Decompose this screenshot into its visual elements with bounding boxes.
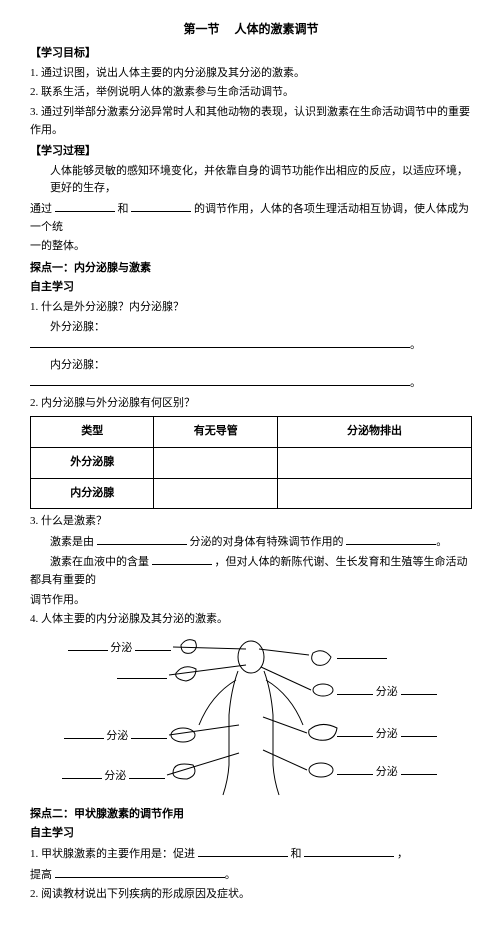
blank-dl1[interactable] xyxy=(68,639,108,651)
q3c-text: 激素在血液中的含量 xyxy=(30,556,149,568)
secrete-text: 分泌 xyxy=(376,728,398,740)
secrete-text: 分泌 xyxy=(106,730,128,742)
t2-q2: 2. 阅读教材说出下列疾病的形成原因及症状。 xyxy=(30,886,472,904)
process-p1e: 一的整体。 xyxy=(30,238,472,256)
process-p1-fill: 通过 和 的调节作用，人体的各项生理活动相互协调，使人体成为一个统 xyxy=(30,200,472,236)
blank-2[interactable] xyxy=(131,200,191,212)
doc-title: 第一节 人体的激素调节 xyxy=(30,20,472,39)
question-1: 1. 什么是外分泌腺？内分泌腺？ xyxy=(30,299,472,317)
t2-q1a-text: 1. 甲状腺激素的主要作用是：促进 xyxy=(30,848,195,860)
blank-t2a[interactable] xyxy=(198,845,288,857)
blank-dr2b[interactable] xyxy=(401,683,437,695)
table-r2c3[interactable] xyxy=(277,478,471,509)
topic-2-head: 探点二：甲状腺激素的调节作用 xyxy=(30,806,472,824)
blank-dr3[interactable] xyxy=(337,725,373,737)
table-h2: 有无导管 xyxy=(154,417,277,448)
table-r1c3[interactable] xyxy=(277,448,471,479)
secrete-text: 分泌 xyxy=(110,642,132,654)
q3b-text: 分泌的对身体有特殊调节作用的 xyxy=(190,536,344,548)
blank-q3c[interactable] xyxy=(152,553,212,565)
q1b-row: 内分泌腺： 。 xyxy=(30,357,472,393)
question-2: 2. 内分泌腺与外分泌腺有何区别？ xyxy=(30,395,472,413)
table-r1c2[interactable] xyxy=(154,448,277,479)
blank-dr1[interactable] xyxy=(337,647,387,659)
objective-3: 3. 通过列举部分激素分泌异常时人和其他动物的表现，认识到激素在生命活动调节中的… xyxy=(30,104,472,139)
q1a-label: 外分泌腺： xyxy=(30,321,105,333)
diagram-label-row: 分泌 xyxy=(337,725,437,744)
t2-q1-row2: 提高 。 xyxy=(30,866,472,885)
blank-t2b[interactable] xyxy=(304,845,394,857)
blank-dr4b[interactable] xyxy=(401,763,437,775)
question-3: 3. 什么是激素？ xyxy=(30,513,472,531)
title-left: 第一节 xyxy=(183,22,219,36)
blank-dl4b[interactable] xyxy=(129,767,165,779)
t2-q1d-text: 提高 xyxy=(30,869,52,881)
q3a-text: 激素是由 xyxy=(30,536,94,548)
diagram-label-row xyxy=(337,647,387,666)
blank-dr3b[interactable] xyxy=(401,725,437,737)
blank-dr4[interactable] xyxy=(337,763,373,775)
title-right: 人体的激素调节 xyxy=(235,22,319,36)
blank-q1b[interactable] xyxy=(30,374,410,386)
diagram-label-row: 分泌 xyxy=(51,727,167,746)
blank-q3a[interactable] xyxy=(97,533,187,545)
q1b-label: 内分泌腺： xyxy=(30,359,105,371)
diagram-label-row xyxy=(51,667,167,686)
topic-1-head: 探点一：内分泌腺与激素 xyxy=(30,260,472,278)
q3-row2: 激素在血液中的含量 ，但对人体的新陈代谢、生长发育和生殖等生命活动都具有重要的 xyxy=(30,553,472,589)
blank-dl2[interactable] xyxy=(117,667,167,679)
secrete-text: 分泌 xyxy=(104,770,126,782)
p1b-text: 通过 xyxy=(30,203,52,215)
secrete-text: 分泌 xyxy=(376,686,398,698)
q3-row1: 激素是由 分泌的对身体有特殊调节作用的 。 xyxy=(30,533,472,552)
table-row: 内分泌腺 xyxy=(31,478,472,509)
q1a-row: 外分泌腺： 。 xyxy=(30,319,472,355)
objective-2: 2. 联系生活，举例说明人体的激素参与生命活动调节。 xyxy=(30,84,472,102)
blank-q3b[interactable] xyxy=(346,533,436,545)
t2-q1b-text: 和 xyxy=(291,848,302,860)
blank-q1a[interactable] xyxy=(30,336,410,348)
endocrine-diagram: 分泌 分泌 分泌 分泌 分泌 分泌 xyxy=(51,635,451,800)
q3e-text: 调节作用。 xyxy=(30,592,472,610)
self-study-1: 自主学习 xyxy=(30,279,472,297)
p1c-text: 和 xyxy=(118,203,129,215)
blank-dl3[interactable] xyxy=(64,727,104,739)
diagram-label-row: 分泌 xyxy=(51,639,171,658)
process-p1a: 人体能够灵敏的感知环境变化，并依靠自身的调节功能作出相应的反应，以适应环境，更好… xyxy=(30,163,472,198)
secrete-text: 分泌 xyxy=(376,766,398,778)
self-study-2: 自主学习 xyxy=(30,825,472,843)
question-4: 4. 人体主要的内分泌腺及其分泌的激素。 xyxy=(30,611,472,629)
comparison-table: 类型 有无导管 分泌物排出 外分泌腺 内分泌腺 xyxy=(30,416,472,509)
table-h1: 类型 xyxy=(31,417,154,448)
blank-dl3b[interactable] xyxy=(131,727,167,739)
blank-1[interactable] xyxy=(55,200,115,212)
table-header-row: 类型 有无导管 分泌物排出 xyxy=(31,417,472,448)
table-r2c2[interactable] xyxy=(154,478,277,509)
table-r1-label: 外分泌腺 xyxy=(31,448,154,479)
t2-q1c-text: ， xyxy=(397,848,408,860)
blank-t2c[interactable] xyxy=(55,866,225,878)
blank-dl1b[interactable] xyxy=(135,639,171,651)
table-r2-label: 内分泌腺 xyxy=(31,478,154,509)
table-h3: 分泌物排出 xyxy=(277,417,471,448)
diagram-label-row: 分泌 xyxy=(337,683,437,702)
t2-q1-row1: 1. 甲状腺激素的主要作用是：促进 和 ， xyxy=(30,845,472,864)
objective-1: 1. 通过识图，说出人体主要的内分泌腺及其分泌的激素。 xyxy=(30,65,472,83)
blank-dr2[interactable] xyxy=(337,683,373,695)
blank-dl4[interactable] xyxy=(62,767,102,779)
diagram-label-row: 分泌 xyxy=(51,767,165,786)
process-head: 【学习过程】 xyxy=(30,143,472,161)
objectives-head: 【学习目标】 xyxy=(30,45,472,63)
diagram-label-row: 分泌 xyxy=(337,763,437,782)
table-row: 外分泌腺 xyxy=(31,448,472,479)
